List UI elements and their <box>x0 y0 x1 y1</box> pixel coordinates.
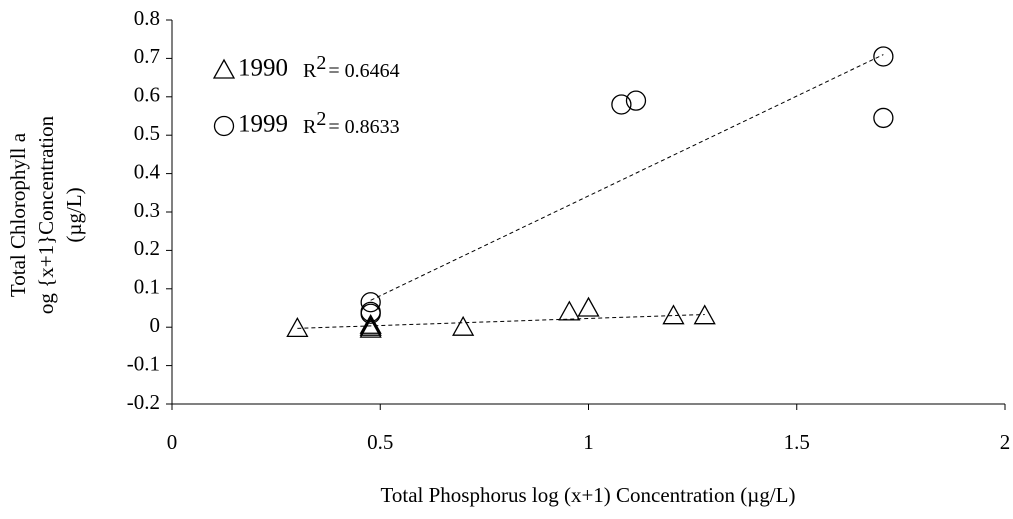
y-tick-label: 0.3 <box>134 198 160 222</box>
x-axis-label: Total Phosphorus log (x+1) Concentration… <box>381 483 796 507</box>
y-tick-label: 0.5 <box>134 121 160 145</box>
y-tick-label: 0.8 <box>134 6 160 30</box>
y-tick-label: 0.6 <box>134 83 160 107</box>
r2-label: R2 = 0.6464 <box>303 52 400 82</box>
x-tick-label: 0 <box>167 430 178 454</box>
y-axis-label-line: Total Chlorophyll a <box>6 132 30 297</box>
r2-prefix: R <box>303 60 317 82</box>
triangle-marker <box>662 304 685 325</box>
y-axis-label: Total Chlorophyll a og {x+1}Concentration… <box>6 115 86 314</box>
legend-marker <box>213 115 235 137</box>
y-axis-label-line: og {x+1}Concentration <box>34 115 58 314</box>
triangle-marker <box>558 300 581 321</box>
x-tick-label: 1.5 <box>784 430 810 454</box>
triangle-marker <box>359 313 382 334</box>
y-tick-label: 0.7 <box>134 44 160 68</box>
trendline <box>297 314 705 329</box>
circle-marker <box>360 292 381 313</box>
circle-marker <box>360 303 381 324</box>
legend-label: 1990 <box>238 55 288 82</box>
triangle-marker <box>359 317 382 338</box>
y-tick-label: -0.1 <box>127 351 160 375</box>
triangle-marker <box>693 304 716 325</box>
triangle-marker <box>577 296 600 317</box>
r2-sup: 2 <box>316 108 326 130</box>
trendline <box>370 54 884 301</box>
circle-marker <box>611 94 632 115</box>
circle-marker <box>873 107 894 129</box>
circle-marker <box>625 90 647 111</box>
r2-value: = 0.8633 <box>328 116 399 138</box>
circle-marker <box>873 46 894 67</box>
r2-sup: 2 <box>316 52 326 74</box>
legend-label: 1999 <box>238 111 288 138</box>
y-axis-label-line: (µg/L) <box>62 187 86 242</box>
x-tick-label: 2 <box>1000 430 1011 454</box>
triangle-marker <box>286 317 309 338</box>
y-tick-label: 0.4 <box>134 159 161 183</box>
legend-marker <box>212 58 236 79</box>
y-tick-label: -0.2 <box>127 390 160 414</box>
triangle-marker <box>359 315 382 336</box>
y-tick-label: 0.2 <box>134 236 160 260</box>
x-tick-label: 0.5 <box>367 430 393 454</box>
triangle-marker <box>452 315 475 336</box>
r2-value: = 0.6464 <box>328 60 399 82</box>
y-tick-label: 0.1 <box>134 275 160 299</box>
r2-label: R2 = 0.8633 <box>303 108 400 138</box>
r2-prefix: R <box>303 116 317 138</box>
y-tick-label: 0 <box>150 313 161 337</box>
x-tick-label: 1 <box>583 430 594 454</box>
